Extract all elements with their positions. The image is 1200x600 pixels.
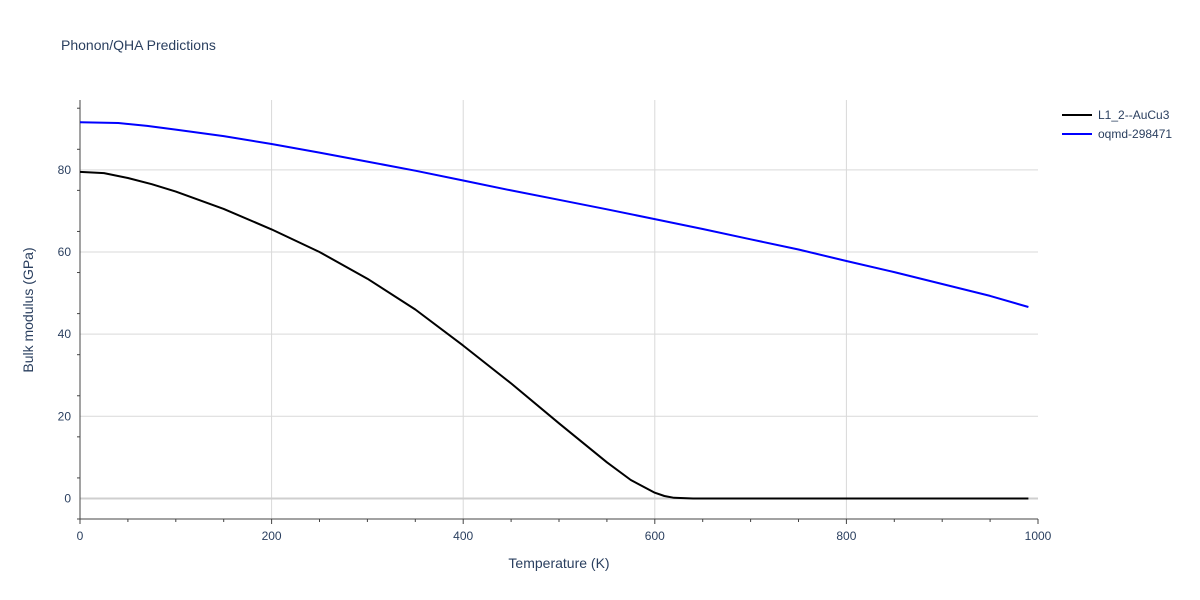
- x-tick-label: 200: [262, 529, 282, 543]
- tick-labels: 0 200 400 600 800 1000 0 20 40 60 80: [58, 163, 1052, 543]
- chart-title: Phonon/QHA Predictions: [61, 37, 216, 53]
- x-tick-label: 600: [645, 529, 665, 543]
- y-tick-label: 40: [58, 327, 72, 341]
- x-tick-label: 800: [836, 529, 856, 543]
- y-tick-label: 20: [58, 409, 72, 423]
- grid: [80, 100, 1038, 519]
- x-tick-label: 0: [77, 529, 84, 543]
- y-tick-label: 0: [64, 491, 71, 505]
- series-layer: [79, 121, 1029, 500]
- series-line-2: [79, 121, 1029, 308]
- y-tick-label: 60: [58, 245, 72, 259]
- y-axis-title: Bulk modulus (GPa): [20, 247, 36, 372]
- x-tick-label: 400: [453, 529, 473, 543]
- legend-label[interactable]: L1_2--AuCu3: [1098, 108, 1170, 122]
- x-axis-title: Temperature (K): [508, 555, 609, 571]
- series-line-1: [79, 170, 1029, 500]
- legend-label[interactable]: oqmd-298471: [1098, 127, 1172, 141]
- y-tick-label: 80: [58, 163, 72, 177]
- axes: [77, 100, 1039, 524]
- legend[interactable]: L1_2--AuCu3 oqmd-298471: [1062, 108, 1172, 141]
- x-tick-label: 1000: [1025, 529, 1052, 543]
